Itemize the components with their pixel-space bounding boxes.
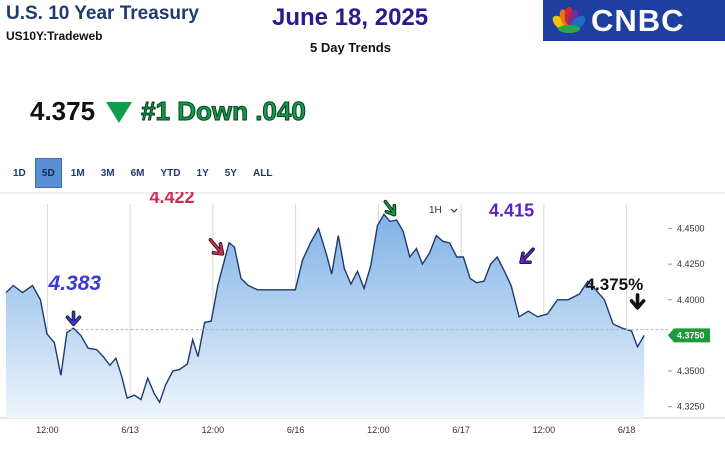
range-3m[interactable]: 3M bbox=[100, 167, 115, 179]
range-all[interactable]: ALL bbox=[252, 167, 273, 179]
annotation-label: 4.422 bbox=[149, 192, 194, 207]
annotation-arrow bbox=[66, 311, 81, 326]
brand-wordmark: CNBC bbox=[591, 2, 685, 38]
range-5y[interactable]: 5Y bbox=[224, 167, 237, 179]
cnbc-logo: CNBC bbox=[543, 0, 725, 41]
y-axis: 4.4500 4.4250 4.4000 4.3750 4.3500 4.3250 bbox=[668, 224, 705, 412]
ticker-symbol: US10Y:Tradeweb bbox=[6, 29, 103, 43]
chevron-down-icon bbox=[450, 208, 458, 213]
trend-label: 5 Day Trends bbox=[310, 40, 391, 55]
last-price-badge: 4.3750 bbox=[668, 328, 710, 343]
price-line bbox=[5, 213, 645, 404]
x-tick-label: 6/16 bbox=[287, 425, 305, 435]
interval-selector[interactable]: 1H bbox=[429, 205, 458, 216]
annotation-arrow bbox=[209, 238, 224, 255]
y-tick-label: 4.4500 bbox=[677, 224, 705, 234]
y-tick-label: 4.3250 bbox=[677, 402, 705, 412]
range-1d[interactable]: 1D bbox=[13, 167, 26, 179]
x-tick-label: 12:00 bbox=[533, 425, 556, 435]
range-selector: 1D 5D 1M 3M 6M YTD 1Y 5Y ALL bbox=[6, 158, 281, 188]
range-1y[interactable]: 1Y bbox=[196, 167, 209, 179]
annotation-arrow bbox=[630, 293, 645, 309]
y-tick-label: 4.3500 bbox=[677, 366, 705, 376]
x-tick-label: 12:00 bbox=[202, 425, 225, 435]
x-tick-label: 12:00 bbox=[367, 425, 390, 435]
range-ytd[interactable]: YTD bbox=[160, 167, 181, 179]
last-price-label: 4.3750 bbox=[677, 330, 705, 340]
x-tick-label: 6/13 bbox=[121, 425, 139, 435]
x-axis: 12:00 6/13 12:00 6/16 12:00 6/17 12:00 6/18 bbox=[36, 425, 635, 435]
interval-label: 1H bbox=[429, 205, 442, 216]
down-triangle-icon bbox=[106, 101, 133, 123]
annotation-label: 4.383 bbox=[48, 272, 102, 295]
annotation-label: 4.375% bbox=[586, 275, 644, 294]
x-tick-label: 12:00 bbox=[36, 425, 59, 435]
annotation-arrow bbox=[520, 248, 535, 264]
price-value: 4.375 bbox=[30, 96, 96, 126]
header-date: June 18, 2025 bbox=[272, 4, 429, 31]
range-1m[interactable]: 1M bbox=[70, 167, 85, 179]
range-6m[interactable]: 6M bbox=[130, 167, 145, 179]
y-tick-label: 4.4250 bbox=[677, 259, 705, 269]
price-chart: 12:00 6/13 12:00 6/16 12:00 6/17 12:00 6/18 4.4… bbox=[0, 192, 725, 435]
price-summary: 4.375 #1 Down .040 bbox=[30, 96, 306, 127]
peacock-icon bbox=[552, 6, 586, 33]
y-tick-label: 4.4000 bbox=[677, 295, 705, 305]
price-area bbox=[6, 214, 645, 418]
chart-title: U.S. 10 Year Treasury bbox=[6, 3, 199, 24]
x-tick-label: 6/17 bbox=[452, 425, 470, 435]
price-change: #1 Down .040 bbox=[141, 96, 307, 127]
annotation-arrow bbox=[384, 200, 396, 216]
annotation-label: 4.415 bbox=[489, 200, 534, 220]
x-tick-label: 6/18 bbox=[618, 425, 636, 435]
range-5d[interactable]: 5D bbox=[34, 158, 62, 188]
